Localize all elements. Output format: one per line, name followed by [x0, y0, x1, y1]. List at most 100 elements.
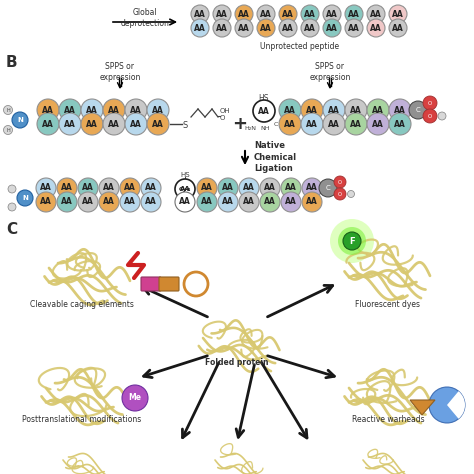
Text: AA: AA — [306, 183, 318, 192]
Text: AA: AA — [285, 183, 297, 192]
Circle shape — [8, 185, 16, 193]
Circle shape — [323, 19, 341, 37]
Circle shape — [338, 227, 366, 255]
Circle shape — [235, 19, 253, 37]
Text: AA: AA — [194, 9, 206, 18]
Text: C: C — [326, 185, 330, 191]
Text: AA: AA — [282, 9, 294, 18]
Text: AA: AA — [152, 119, 164, 128]
Text: Me: Me — [128, 393, 142, 402]
Circle shape — [345, 113, 367, 135]
Circle shape — [191, 19, 209, 37]
Circle shape — [423, 109, 437, 123]
Text: AA: AA — [152, 106, 164, 115]
Text: AA: AA — [40, 183, 52, 192]
Text: Reactive warheads: Reactive warheads — [352, 415, 424, 424]
Circle shape — [57, 192, 77, 212]
Text: AA: AA — [394, 119, 406, 128]
Text: AA: AA — [42, 119, 54, 128]
Text: AA: AA — [282, 24, 294, 33]
Text: AA: AA — [124, 183, 136, 192]
Text: Cleavable caging elements: Cleavable caging elements — [30, 300, 134, 309]
Text: AA: AA — [328, 106, 340, 115]
Circle shape — [389, 99, 411, 121]
Text: Fluorescent dyes: Fluorescent dyes — [356, 300, 420, 309]
Circle shape — [59, 113, 81, 135]
Text: AA: AA — [222, 183, 234, 192]
Circle shape — [302, 192, 322, 212]
Text: AA: AA — [103, 198, 115, 207]
Circle shape — [260, 178, 280, 198]
Text: +: + — [233, 115, 247, 133]
Circle shape — [301, 19, 319, 37]
Text: AA: AA — [370, 24, 382, 33]
Circle shape — [12, 112, 28, 128]
Text: AA: AA — [326, 9, 338, 18]
Text: AA: AA — [82, 198, 94, 207]
Circle shape — [99, 192, 119, 212]
Circle shape — [125, 113, 147, 135]
Text: OH: OH — [220, 108, 231, 114]
Text: AA: AA — [40, 198, 52, 207]
Circle shape — [367, 5, 385, 23]
Circle shape — [389, 113, 411, 135]
Circle shape — [99, 178, 119, 198]
Circle shape — [191, 5, 209, 23]
Circle shape — [239, 192, 259, 212]
Text: AA: AA — [82, 183, 94, 192]
Text: AA: AA — [258, 107, 270, 116]
Circle shape — [438, 112, 446, 120]
Circle shape — [78, 178, 98, 198]
Circle shape — [122, 385, 148, 411]
Wedge shape — [447, 391, 465, 419]
Text: NH: NH — [260, 126, 270, 130]
Circle shape — [175, 179, 195, 199]
Circle shape — [147, 113, 169, 135]
Circle shape — [367, 19, 385, 37]
Circle shape — [389, 5, 407, 23]
Circle shape — [218, 192, 238, 212]
Circle shape — [78, 192, 98, 212]
Circle shape — [345, 5, 363, 23]
Circle shape — [301, 113, 323, 135]
Text: AA: AA — [238, 9, 250, 18]
Text: AA: AA — [350, 119, 362, 128]
Circle shape — [213, 19, 231, 37]
Text: AA: AA — [370, 9, 382, 18]
Text: AA: AA — [130, 106, 142, 115]
Text: SPPS or
expression: SPPS or expression — [310, 62, 351, 82]
Text: AA: AA — [284, 106, 296, 115]
Circle shape — [389, 19, 407, 37]
Text: O: O — [428, 100, 432, 106]
Circle shape — [334, 188, 346, 200]
Text: AA: AA — [201, 183, 213, 192]
Circle shape — [103, 99, 125, 121]
Text: AA: AA — [86, 119, 98, 128]
Text: AA: AA — [243, 183, 255, 192]
Text: B: B — [6, 55, 18, 70]
Text: AA: AA — [372, 106, 384, 115]
Circle shape — [257, 5, 275, 23]
Text: AA: AA — [326, 24, 338, 33]
Text: AA: AA — [238, 24, 250, 33]
Circle shape — [367, 99, 389, 121]
Text: O: O — [338, 191, 342, 197]
Text: AA: AA — [260, 24, 272, 33]
Circle shape — [279, 19, 297, 37]
Text: AA: AA — [222, 198, 234, 207]
Circle shape — [197, 178, 217, 198]
Circle shape — [141, 178, 161, 198]
Circle shape — [17, 190, 33, 206]
Circle shape — [345, 19, 363, 37]
Text: AA: AA — [103, 183, 115, 192]
Text: AA: AA — [243, 198, 255, 207]
Text: AA: AA — [179, 198, 191, 207]
Text: AA: AA — [64, 119, 76, 128]
Text: AA: AA — [264, 198, 276, 207]
Circle shape — [141, 192, 161, 212]
Text: AA: AA — [124, 198, 136, 207]
Text: AA: AA — [145, 198, 157, 207]
Text: Unprotected peptide: Unprotected peptide — [260, 42, 339, 51]
Circle shape — [235, 5, 253, 23]
Text: AA: AA — [394, 106, 406, 115]
